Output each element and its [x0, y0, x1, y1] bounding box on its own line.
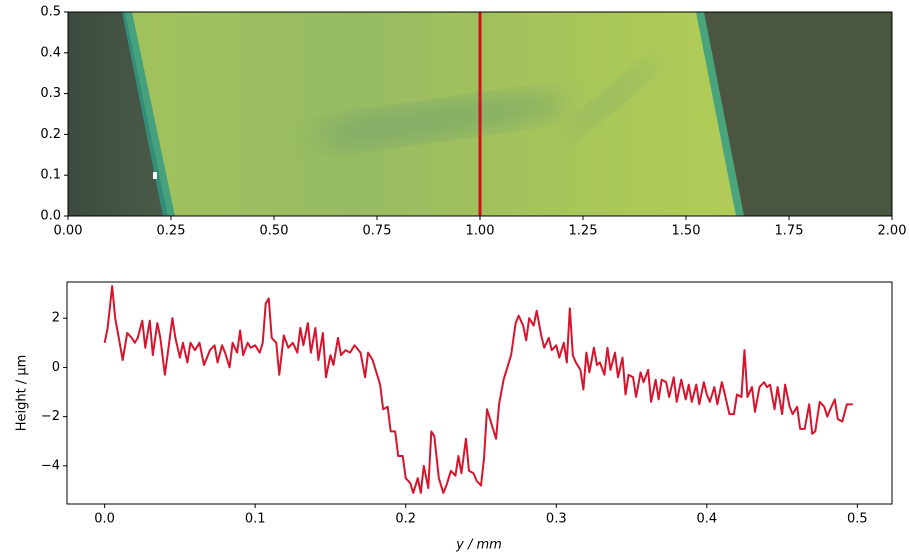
y-tick-label: 0.4 — [40, 45, 61, 60]
x-tick-label: 0.3 — [546, 512, 567, 527]
y-tick-label: 0.3 — [40, 86, 61, 101]
x-tick-label: 0.50 — [260, 224, 289, 239]
y-tick-label: −2 — [41, 409, 60, 424]
x-tick-label: 1.00 — [466, 224, 495, 239]
x-tick-label: 1.75 — [775, 224, 804, 239]
x-tick-label: 2.00 — [878, 224, 907, 239]
x-axis-label: y / mm — [455, 538, 502, 553]
y-tick-label: 2 — [52, 311, 60, 326]
x-tick-label: 0.0 — [94, 512, 115, 527]
y-axis-label: Height / µm — [15, 355, 30, 432]
y-tick-label: 0 — [52, 360, 60, 375]
x-tick-label: 0.25 — [157, 224, 186, 239]
x-tick-label: 0.00 — [54, 224, 83, 239]
x-tick-label: 0.4 — [696, 512, 717, 527]
y-tick-label: 0.2 — [40, 127, 61, 142]
x-tick-label: 0.75 — [363, 224, 392, 239]
x-tick-label: 1.25 — [569, 224, 598, 239]
y-tick-label: 0.0 — [40, 209, 61, 224]
y-tick-label: −4 — [41, 458, 60, 473]
y-tick-label: 0.5 — [40, 5, 61, 20]
axes-frame — [66, 281, 893, 505]
data-line — [103, 285, 853, 494]
y-tick-label: 0.1 — [40, 168, 61, 183]
x-tick-label: 0.5 — [847, 512, 868, 527]
x-tick-label: 0.1 — [245, 512, 266, 527]
x-tick-label: 1.50 — [672, 224, 701, 239]
x-tick-label: 0.2 — [395, 512, 416, 527]
